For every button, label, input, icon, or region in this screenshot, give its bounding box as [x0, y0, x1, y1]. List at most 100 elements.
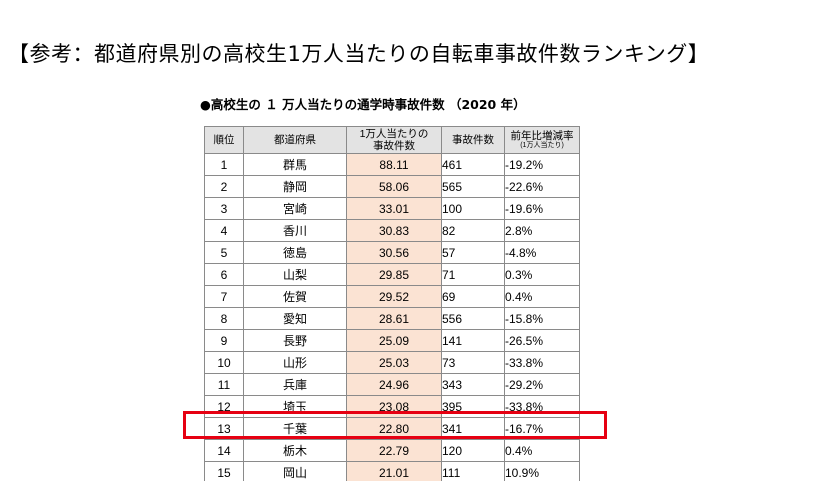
prefecture-cell: 埼玉 — [243, 395, 347, 418]
table-row: 9 長野 25.09 141 -26.5% — [204, 329, 580, 352]
rate-cell: 23.08 — [346, 395, 442, 418]
table-row: 7 佐賀 29.52 69 0.4% — [204, 285, 580, 308]
count-cell: 343 — [441, 373, 505, 396]
count-cell: 556 — [441, 307, 505, 330]
rate-cell: 30.56 — [346, 241, 442, 264]
header-rank: 順位 — [204, 126, 244, 154]
rank-cell: 7 — [204, 285, 244, 308]
rate-cell: 58.06 — [346, 175, 442, 198]
header-row: 順位 都道府県 1万人当たりの 事故件数 事故件数 前年比増減率 (1万人当たり… — [204, 126, 580, 154]
rate-cell: 30.83 — [346, 219, 442, 242]
count-cell: 57 — [441, 241, 505, 264]
change-cell: -26.5% — [504, 329, 580, 352]
rank-cell: 14 — [204, 439, 244, 462]
rate-cell: 24.96 — [346, 373, 442, 396]
change-cell: -15.8% — [504, 307, 580, 330]
prefecture-cell: 静岡 — [243, 175, 347, 198]
rate-cell: 29.85 — [346, 263, 442, 286]
header-change-line1: 前年比増減率 — [510, 130, 574, 142]
prefecture-cell: 山梨 — [243, 263, 347, 286]
rank-cell: 11 — [204, 373, 244, 396]
rate-cell: 28.61 — [346, 307, 442, 330]
prefecture-cell: 佐賀 — [243, 285, 347, 308]
header-rate-line1: 1万人当たりの — [359, 128, 429, 140]
change-cell: -16.7% — [504, 417, 580, 440]
rank-cell: 2 — [204, 175, 244, 198]
header-rate-line2: 事故件数 — [373, 140, 415, 152]
table-row: 8 愛知 28.61 556 -15.8% — [204, 307, 580, 330]
rank-cell: 1 — [204, 153, 244, 176]
prefecture-cell: 愛知 — [243, 307, 347, 330]
change-cell: 2.8% — [504, 219, 580, 242]
count-cell: 69 — [441, 285, 505, 308]
table-row: 5 徳島 30.56 57 -4.8% — [204, 241, 580, 264]
change-cell: -4.8% — [504, 241, 580, 264]
change-cell: 0.3% — [504, 263, 580, 286]
count-cell: 82 — [441, 219, 505, 242]
prefecture-cell: 山形 — [243, 351, 347, 374]
prefecture-cell: 香川 — [243, 219, 347, 242]
rank-cell: 8 — [204, 307, 244, 330]
count-cell: 395 — [441, 395, 505, 418]
count-cell: 341 — [441, 417, 505, 440]
count-cell: 111 — [441, 461, 505, 481]
change-cell: 0.4% — [504, 439, 580, 462]
table-row: 10 山形 25.03 73 -33.8% — [204, 351, 580, 374]
rank-cell: 5 — [204, 241, 244, 264]
table-body: 1 群馬 88.11 461 -19.2% 2 静岡 58.06 565 -22.6% 3 宮崎 33.… — [204, 153, 580, 481]
table-title: ●高校生の １ 万人当たりの通学時事故件数 （2020 年） — [200, 97, 526, 112]
count-cell: 461 — [441, 153, 505, 176]
rate-cell: 22.80 — [346, 417, 442, 440]
page-title: 【参考：都道府県別の高校生1万人当たりの自転車事故件数ランキング】 — [8, 42, 710, 66]
rank-cell: 4 — [204, 219, 244, 242]
table-row: 15 岡山 21.01 111 10.9% — [204, 461, 580, 481]
rank-cell: 15 — [204, 461, 244, 481]
count-cell: 120 — [441, 439, 505, 462]
prefecture-cell: 長野 — [243, 329, 347, 352]
table-row: 1 群馬 88.11 461 -19.2% — [204, 153, 580, 176]
prefecture-cell: 徳島 — [243, 241, 347, 264]
change-cell: -33.8% — [504, 351, 580, 374]
header-change: 前年比増減率 (1万人当たり) — [504, 126, 580, 154]
change-cell: 0.4% — [504, 285, 580, 308]
change-cell: -29.2% — [504, 373, 580, 396]
prefecture-cell: 岡山 — [243, 461, 347, 481]
rate-cell: 88.11 — [346, 153, 442, 176]
table-row: 13 千葉 22.80 341 -16.7% — [204, 417, 580, 440]
prefecture-cell: 兵庫 — [243, 373, 347, 396]
rate-cell: 29.52 — [346, 285, 442, 308]
table-row: 4 香川 30.83 82 2.8% — [204, 219, 580, 242]
count-cell: 71 — [441, 263, 505, 286]
rank-cell: 6 — [204, 263, 244, 286]
table-row: 2 静岡 58.06 565 -22.6% — [204, 175, 580, 198]
header-change-line2: (1万人当たり) — [520, 142, 564, 149]
count-cell: 141 — [441, 329, 505, 352]
table-row: 12 埼玉 23.08 395 -33.8% — [204, 395, 580, 418]
table-row: 6 山梨 29.85 71 0.3% — [204, 263, 580, 286]
prefecture-cell: 栃木 — [243, 439, 347, 462]
change-cell: 10.9% — [504, 461, 580, 481]
table-row: 14 栃木 22.79 120 0.4% — [204, 439, 580, 462]
count-cell: 100 — [441, 197, 505, 220]
rate-cell: 33.01 — [346, 197, 442, 220]
rate-cell: 25.03 — [346, 351, 442, 374]
change-cell: -22.6% — [504, 175, 580, 198]
header-rate: 1万人当たりの 事故件数 — [346, 126, 442, 154]
change-cell: -33.8% — [504, 395, 580, 418]
rank-cell: 9 — [204, 329, 244, 352]
header-prefecture: 都道府県 — [243, 126, 347, 154]
rank-cell: 10 — [204, 351, 244, 374]
prefecture-cell: 群馬 — [243, 153, 347, 176]
rate-cell: 22.79 — [346, 439, 442, 462]
change-cell: -19.2% — [504, 153, 580, 176]
count-cell: 73 — [441, 351, 505, 374]
table-row: 11 兵庫 24.96 343 -29.2% — [204, 373, 580, 396]
table-header: 順位 都道府県 1万人当たりの 事故件数 事故件数 前年比増減率 (1万人当たり… — [204, 126, 580, 154]
header-count: 事故件数 — [441, 126, 505, 154]
prefecture-cell: 千葉 — [243, 417, 347, 440]
rank-cell: 12 — [204, 395, 244, 418]
rank-cell: 13 — [204, 417, 244, 440]
table-row: 3 宮崎 33.01 100 -19.6% — [204, 197, 580, 220]
prefecture-cell: 宮崎 — [243, 197, 347, 220]
rate-cell: 25.09 — [346, 329, 442, 352]
